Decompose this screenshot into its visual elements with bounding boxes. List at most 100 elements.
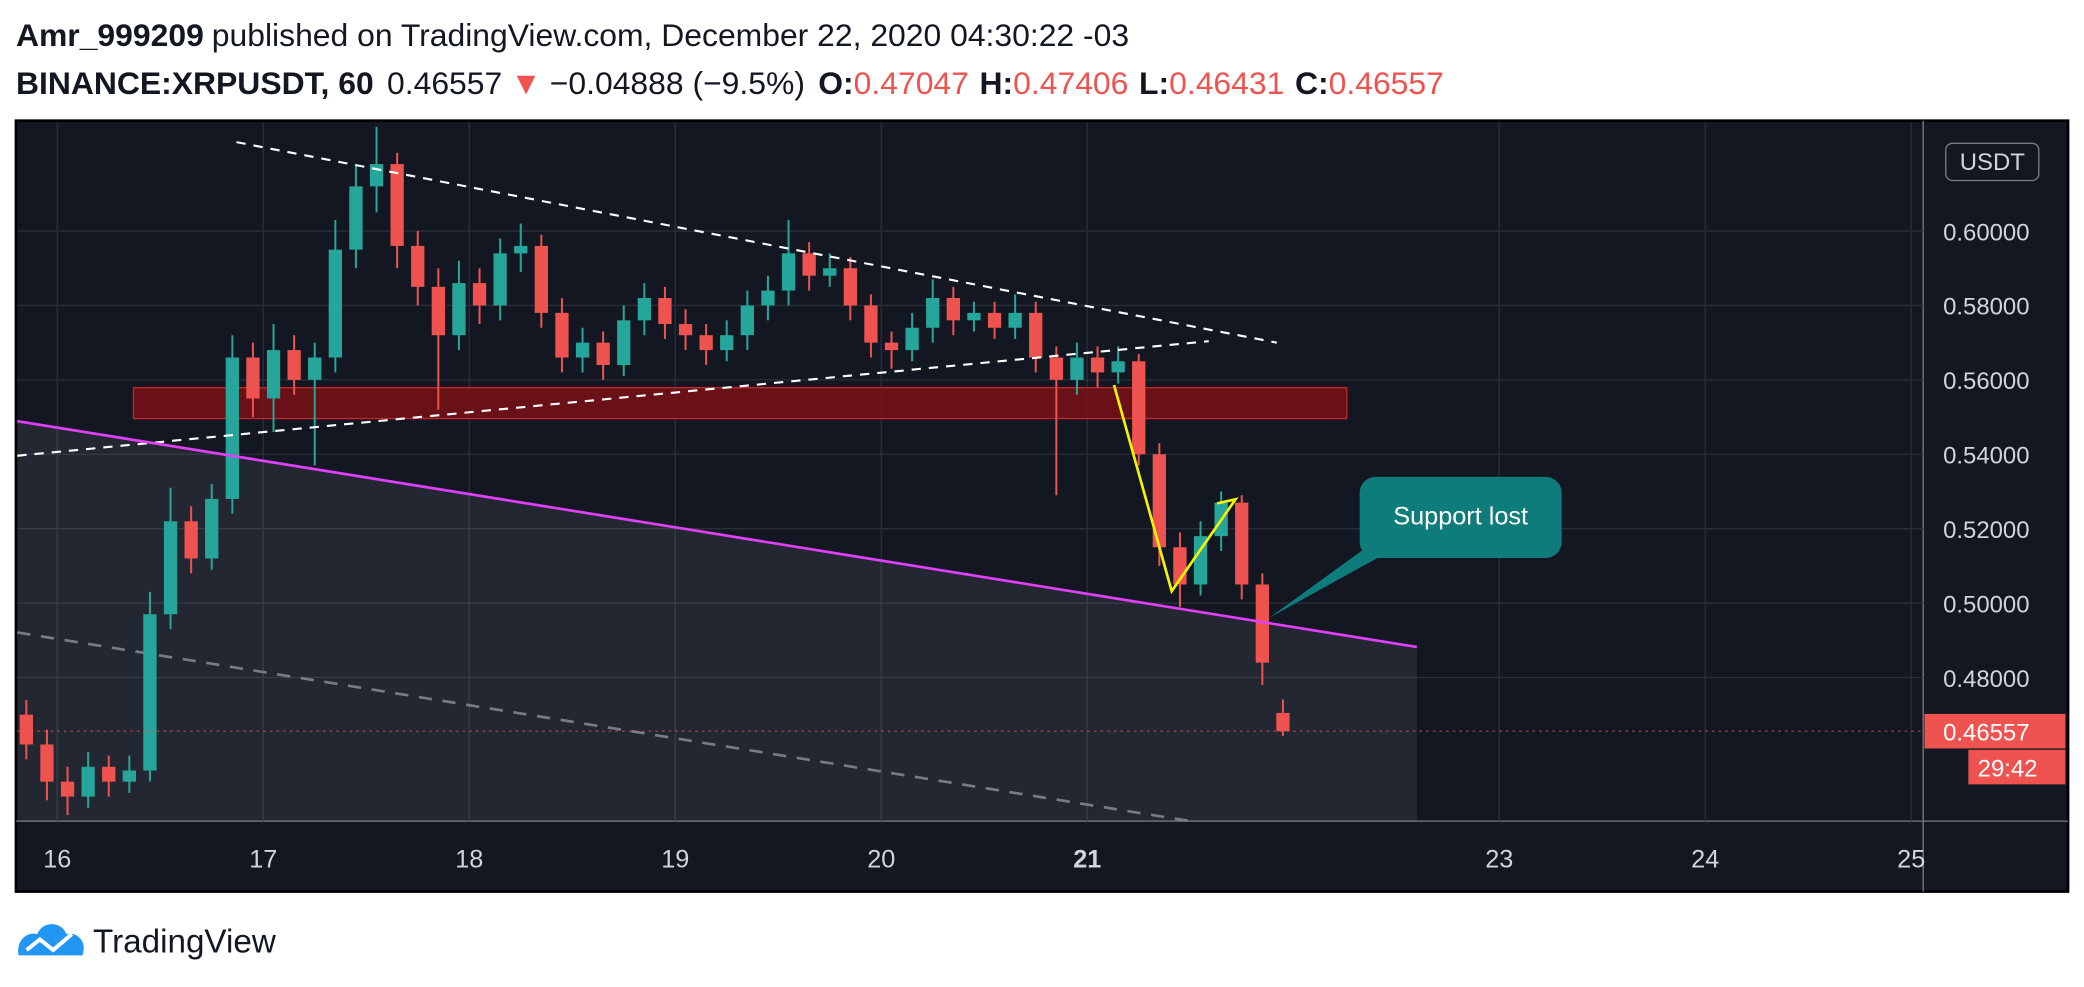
candle-body xyxy=(225,357,239,499)
x-tick-label: 19 xyxy=(661,846,689,874)
c-label: C: xyxy=(1295,65,1329,101)
candle-body xyxy=(720,335,734,351)
currency-box xyxy=(1945,142,2040,182)
candle-body xyxy=(81,766,95,797)
x-tick-label: 17 xyxy=(249,846,277,874)
candle-body xyxy=(884,342,899,351)
candle-body xyxy=(1029,312,1043,358)
logo-line xyxy=(25,932,74,953)
candle-body xyxy=(122,770,136,782)
x-tick-label: 21 xyxy=(1073,846,1101,874)
callout-box xyxy=(1359,476,1562,558)
channel-line xyxy=(236,141,1277,344)
l: 0.46431 xyxy=(1169,65,1284,101)
c: 0.46557 xyxy=(1329,65,1444,101)
candle-body xyxy=(452,283,466,336)
y-tick-label: 0.58000 xyxy=(1943,294,2029,321)
candle-body xyxy=(1152,454,1166,548)
candle-body xyxy=(287,350,301,380)
callout-text: Support lost xyxy=(1393,503,1528,531)
last: 0.46557 xyxy=(387,65,502,101)
candle-body xyxy=(678,324,693,336)
candle-body xyxy=(699,335,713,351)
candle-body xyxy=(534,245,548,313)
pattern-line xyxy=(1112,384,1239,595)
candle-body xyxy=(823,268,837,276)
candle-body xyxy=(1111,361,1125,373)
h-label: H: xyxy=(980,65,1014,101)
candle-body xyxy=(390,164,404,246)
footer-logo xyxy=(18,924,84,956)
candle-body xyxy=(184,521,198,559)
channel-line xyxy=(17,631,1191,823)
candle-body xyxy=(802,253,816,276)
candle-body xyxy=(946,298,960,321)
candle-body xyxy=(926,298,940,328)
candle-body xyxy=(843,268,857,306)
overlay: Support lost USDT xyxy=(1269,142,2040,618)
currency: USDT xyxy=(1960,149,2025,176)
candle-body xyxy=(1090,357,1105,373)
candle-body xyxy=(1255,584,1269,663)
o-label: O: xyxy=(818,65,853,101)
candle-body xyxy=(60,781,75,797)
x-tick-label: 20 xyxy=(867,846,895,874)
candle-body xyxy=(1132,361,1146,455)
symbol-line: BINANCE:XRPUSDT, 60 0.46557 ▼ −0.04888 (−9.… xyxy=(16,65,1444,101)
publish-line: Amr_999209 published on TradingView.com, … xyxy=(16,17,1129,53)
candle-body xyxy=(617,320,631,365)
candle-body xyxy=(205,498,219,559)
candle-body xyxy=(102,766,116,782)
y-tick-label: 0.52000 xyxy=(1943,517,2029,544)
logo-cloud xyxy=(18,924,84,956)
candle-body xyxy=(40,744,54,782)
x-tick-label: 25 xyxy=(1897,846,1925,874)
candle-body xyxy=(308,357,322,380)
candle-body xyxy=(1070,357,1084,380)
candle-body xyxy=(19,714,33,745)
candle-body xyxy=(575,342,590,358)
candle-body xyxy=(143,614,157,771)
candle-body xyxy=(493,253,507,306)
last-price-box xyxy=(1924,713,2066,749)
support-line xyxy=(17,419,1418,649)
symbol: BINANCE:XRPUSDT, 60 xyxy=(16,65,374,101)
candle-body xyxy=(246,357,260,399)
candle-body xyxy=(431,286,445,336)
arrow: ▼ xyxy=(510,65,542,101)
candle-body xyxy=(658,298,672,325)
candle-body xyxy=(1049,357,1063,380)
l-label: L: xyxy=(1139,65,1169,101)
candle-body xyxy=(514,245,528,254)
change: −0.04888 (−9.5%) xyxy=(550,65,805,101)
x-tick-label: 23 xyxy=(1485,846,1513,874)
x-tick-label: 18 xyxy=(455,846,483,874)
candle-body xyxy=(349,186,363,250)
o: 0.47047 xyxy=(854,65,969,101)
plot xyxy=(17,122,1924,823)
candle-body xyxy=(1008,312,1022,328)
x-tick-label: 24 xyxy=(1691,846,1719,874)
y-tick-label: 0.54000 xyxy=(1943,443,2029,470)
support-shade xyxy=(17,421,1417,822)
candle-body xyxy=(163,521,178,615)
candle-body xyxy=(967,312,981,321)
countdown: 29:42 xyxy=(1978,755,2038,782)
x-tick-label: 16 xyxy=(43,846,71,874)
candle-body xyxy=(1276,712,1290,732)
candle-body xyxy=(781,253,796,291)
candle-body xyxy=(266,350,281,399)
candle-body xyxy=(740,305,754,336)
last-price-label: 0.46557 xyxy=(1943,719,2029,746)
candle-body xyxy=(637,298,651,321)
h: 0.47406 xyxy=(1013,65,1128,101)
candle-body xyxy=(987,312,1002,328)
y-tick-label: 0.56000 xyxy=(1943,368,2029,395)
candle-body xyxy=(905,327,919,351)
footer-brand: TradingView xyxy=(93,924,277,961)
candle-body xyxy=(472,283,487,306)
y-tick-label: 0.48000 xyxy=(1943,666,2029,693)
candle-body xyxy=(1193,536,1208,585)
candle-body xyxy=(411,245,425,287)
